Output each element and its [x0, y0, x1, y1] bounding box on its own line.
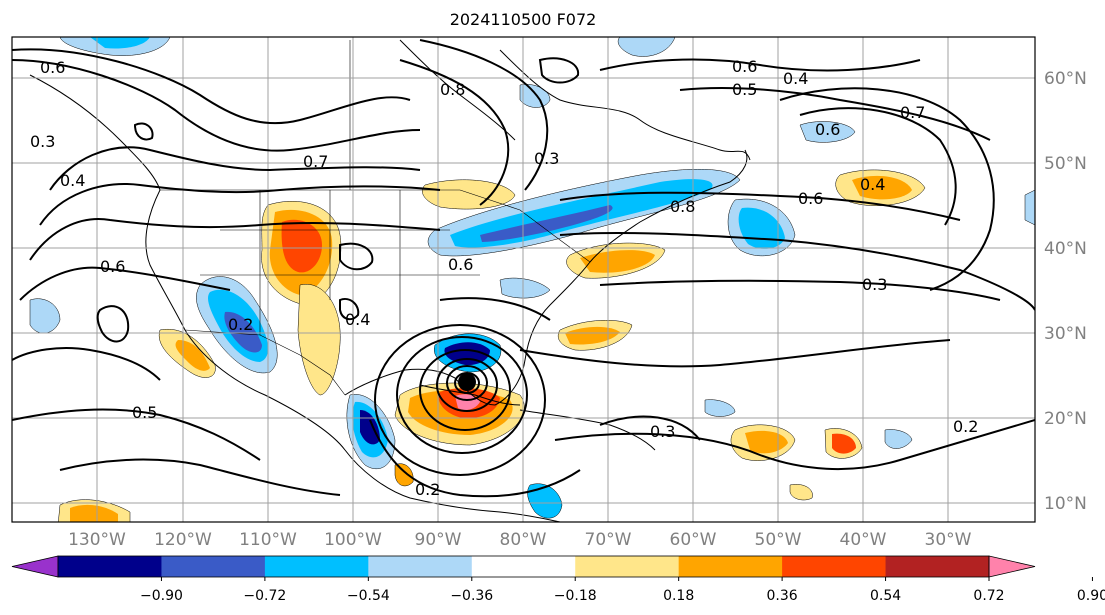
contour-label: 0.6	[40, 58, 65, 77]
longitude-labels: 130°W 120°W 110°W 100°W 90°W 80°W 70°W 6…	[68, 530, 972, 550]
colorbar-tick-label: 0.90	[1077, 588, 1105, 604]
colorbar-tick-label: 0.72	[973, 588, 1004, 604]
lon-label: 40°W	[840, 530, 887, 550]
contour-label: 0.6	[732, 57, 757, 76]
contour-label: 0.6	[815, 120, 840, 139]
shaded-fields	[29, 37, 1035, 522]
colorbar-tick-label: 0.36	[767, 588, 798, 604]
contour-label: 0.4	[860, 175, 885, 194]
lon-label: 60°W	[670, 530, 717, 550]
contour-label: 0.7	[900, 103, 925, 122]
contour-label: 0.3	[534, 149, 559, 168]
colorbar-swatch	[161, 556, 266, 577]
colorbar-swatch	[368, 556, 473, 577]
contour-label: 0.3	[650, 422, 675, 441]
lat-label: 10°N	[1044, 494, 1087, 514]
colorbar-extension-low	[11, 555, 59, 578]
map-panel: 0.6 0.3 0.4 0.8 0.6 0.5 0.4 0.7 0.6 0.8 …	[12, 37, 1035, 522]
lon-label: 120°W	[154, 530, 212, 550]
contour-lines	[12, 39, 1035, 498]
lat-label: 40°N	[1044, 239, 1087, 259]
contour-label: 0.2	[415, 480, 440, 499]
contour-label: 0.3	[30, 132, 55, 151]
lat-label: 60°N	[1044, 69, 1087, 89]
colorbar	[11, 555, 1036, 578]
hurricane-center-marker	[458, 373, 476, 391]
lon-label: 30°W	[925, 530, 972, 550]
graticule	[12, 37, 1035, 522]
colorbar-tick-label: −0.18	[554, 588, 597, 604]
colorbar-tick-label: −0.36	[450, 588, 493, 604]
colorbar-tick-label: −0.90	[140, 588, 183, 604]
colorbar-swatch	[782, 556, 887, 577]
colorbar-extension-high	[988, 555, 1036, 578]
lat-label: 50°N	[1044, 154, 1087, 174]
contour-label: 0.5	[732, 80, 757, 99]
lat-label: 30°N	[1044, 324, 1087, 344]
contour-label: 0.6	[798, 189, 823, 208]
colorbar-swatch	[264, 556, 369, 577]
lon-label: 110°W	[239, 530, 297, 550]
lon-label: 90°W	[415, 530, 462, 550]
contour-label: 0.6	[448, 255, 473, 274]
contour-label: 0.3	[862, 275, 887, 294]
contour-label: 0.6	[100, 257, 125, 276]
colorbar-tick-label: −0.54	[347, 588, 390, 604]
contour-label: 0.8	[670, 197, 695, 216]
colorbar-swatch	[575, 556, 680, 577]
contour-label: 0.8	[440, 80, 465, 99]
lon-label: 130°W	[68, 530, 126, 550]
map-title: 2024110500 F072	[450, 10, 597, 29]
colorbar-tick-label: −0.72	[243, 588, 286, 604]
colorbar-swatch	[885, 556, 990, 577]
colorbar-tick-label: 0.54	[870, 588, 901, 604]
contour-label: 0.4	[60, 171, 85, 190]
lon-label: 80°W	[500, 530, 547, 550]
colorbar-tick-label: 0.18	[663, 588, 694, 604]
latitude-labels: 60°N 50°N 40°N 30°N 20°N 10°N	[1044, 69, 1087, 514]
colorbar-outline	[57, 555, 990, 578]
lon-label: 100°W	[324, 530, 382, 550]
contour-label: 0.4	[345, 310, 370, 329]
colorbar-swatch	[678, 556, 783, 577]
contour-label: 0.4	[783, 69, 808, 88]
colorbar-tick-labels: −0.90 −0.72 −0.54 −0.36 −0.18 0.18 0.36 0.54 0.7…	[140, 577, 1105, 604]
coastlines	[29, 39, 751, 522]
contour-label: 0.7	[303, 152, 328, 171]
contour-label: 0.5	[132, 403, 157, 422]
contour-label: 0.2	[228, 315, 253, 334]
colorbar-swatch	[58, 556, 162, 577]
contour-labels: 0.6 0.3 0.4 0.8 0.6 0.5 0.4 0.7 0.6 0.8 …	[30, 57, 978, 499]
map-frame	[11, 36, 1036, 523]
colorbar-swatch	[471, 556, 576, 577]
lon-label: 50°W	[755, 530, 802, 550]
contour-label: 0.2	[953, 417, 978, 436]
lat-label: 20°N	[1044, 409, 1087, 429]
lon-label: 70°W	[585, 530, 632, 550]
